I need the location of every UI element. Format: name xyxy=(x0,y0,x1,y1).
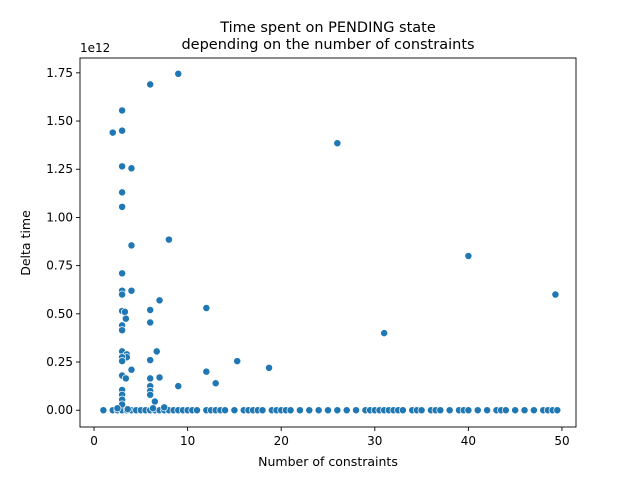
data-point xyxy=(553,406,562,415)
data-point xyxy=(333,406,342,415)
data-point xyxy=(164,235,173,244)
data-point xyxy=(118,188,127,197)
data-point xyxy=(258,406,267,415)
data-point xyxy=(127,286,136,295)
data-point xyxy=(155,296,164,305)
data-point xyxy=(146,306,155,314)
y-tick-label: 1.50 xyxy=(46,114,73,128)
x-tick-label: 10 xyxy=(180,434,195,448)
y-tick-label: 1.75 xyxy=(46,66,73,80)
y-tick-label: 1.00 xyxy=(46,210,73,224)
data-point xyxy=(127,164,136,173)
y-tick-label: 0.75 xyxy=(46,259,73,273)
data-point xyxy=(436,406,445,415)
data-point xyxy=(473,406,482,415)
data-point xyxy=(149,404,157,413)
data-point xyxy=(121,314,130,323)
data-point xyxy=(127,365,136,374)
data-point xyxy=(286,406,295,415)
data-point xyxy=(118,269,127,278)
data-point xyxy=(265,363,273,372)
data-point xyxy=(551,290,560,299)
data-point xyxy=(352,406,361,415)
data-point xyxy=(464,406,473,415)
data-point xyxy=(127,241,136,250)
data-point xyxy=(380,329,389,338)
data-point xyxy=(305,406,314,415)
data-point xyxy=(146,318,155,327)
data-point xyxy=(118,326,127,335)
data-point xyxy=(483,406,492,415)
data-point xyxy=(511,406,520,415)
data-point xyxy=(529,406,538,415)
data-point xyxy=(464,252,473,260)
data-point xyxy=(342,406,351,415)
data-point xyxy=(152,347,161,356)
data-point xyxy=(118,162,127,171)
data-point xyxy=(150,397,159,406)
x-tick-label: 40 xyxy=(461,434,476,448)
data-point xyxy=(123,405,132,414)
data-point xyxy=(230,406,239,415)
x-tick-label: 50 xyxy=(554,434,569,448)
data-point xyxy=(314,406,323,415)
data-point xyxy=(160,403,169,412)
data-point xyxy=(398,406,407,415)
data-point xyxy=(202,304,211,312)
data-point xyxy=(445,406,454,415)
data-point xyxy=(193,406,201,415)
data-point xyxy=(324,406,332,415)
y-axis-offset-label: 1e12 xyxy=(80,41,110,55)
chart-title-line-2: depending on the number of constraints xyxy=(181,37,474,53)
data-point xyxy=(221,406,230,415)
y-tick-label: 1.25 xyxy=(46,162,73,176)
y-tick-label: 0.00 xyxy=(46,403,73,417)
data-point xyxy=(155,373,164,382)
data-point xyxy=(233,357,242,366)
data-point xyxy=(120,307,129,316)
data-point xyxy=(118,126,127,135)
data-point xyxy=(146,80,155,89)
data-point xyxy=(174,382,183,391)
data-point xyxy=(113,404,122,413)
x-tick-label: 20 xyxy=(274,434,289,448)
x-tick-label: 0 xyxy=(90,434,98,448)
y-axis-ticks: 0.00 0.25 0.50 0.75 1.00 1.25 1.50 1.75 xyxy=(46,66,80,417)
data-point xyxy=(99,406,108,415)
data-point xyxy=(174,69,183,78)
data-point xyxy=(211,379,220,388)
data-point xyxy=(118,290,127,299)
chart-title-line-1: Time spent on PENDING state xyxy=(219,20,436,36)
data-point xyxy=(118,202,127,211)
data-point xyxy=(146,390,155,399)
data-point xyxy=(501,406,510,415)
data-point xyxy=(121,374,130,383)
x-tick-label: 30 xyxy=(367,434,382,448)
data-point xyxy=(333,139,342,148)
y-tick-label: 0.50 xyxy=(46,307,73,321)
data-points xyxy=(99,69,562,415)
y-axis-label: Delta time xyxy=(18,210,33,276)
x-axis-ticks: 0 10 20 30 40 50 xyxy=(90,427,570,448)
data-point xyxy=(146,356,155,365)
data-point xyxy=(295,406,304,415)
data-point xyxy=(118,106,127,115)
data-point xyxy=(146,374,155,383)
data-point xyxy=(417,406,426,415)
y-tick-label: 0.25 xyxy=(46,355,73,369)
x-axis-label: Number of constraints xyxy=(258,454,398,469)
data-point xyxy=(520,406,529,415)
data-point xyxy=(108,128,117,137)
data-point xyxy=(202,367,211,376)
data-point xyxy=(118,357,127,366)
plot-area xyxy=(79,57,577,428)
plot-frame xyxy=(79,57,577,428)
